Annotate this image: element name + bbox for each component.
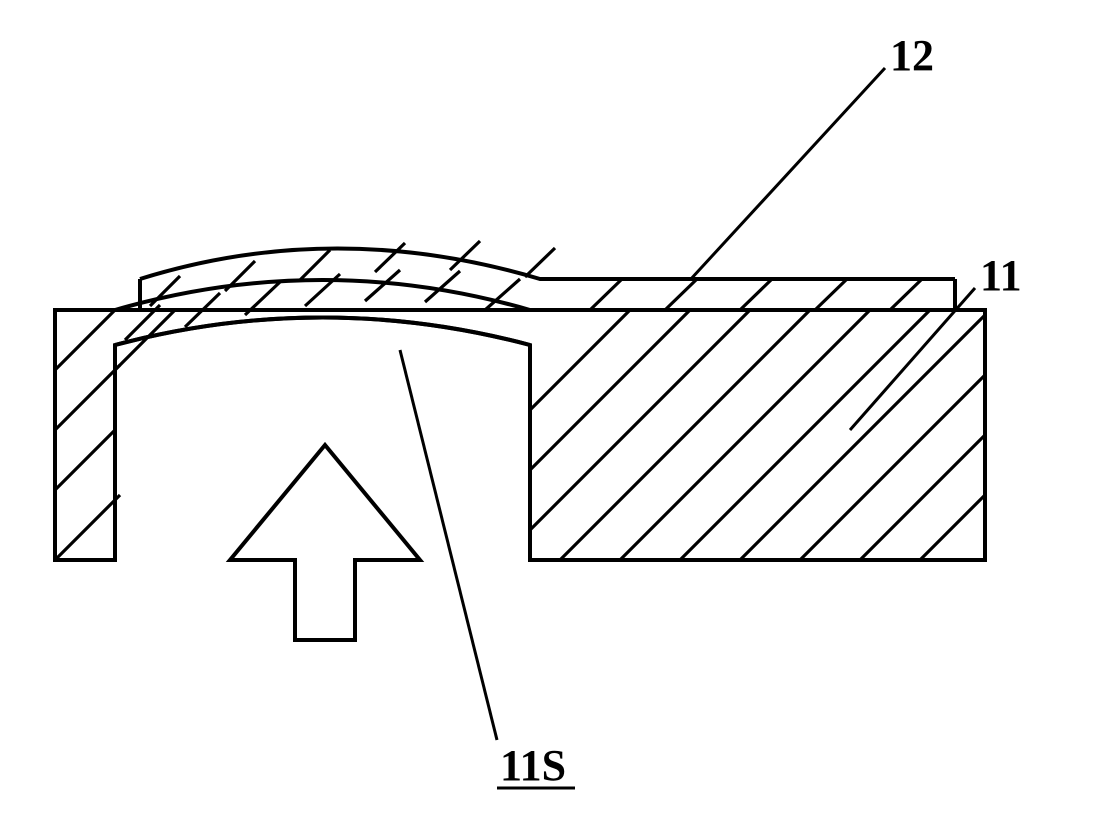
label-bottom: 11S xyxy=(500,741,566,790)
label-right: 11 xyxy=(980,251,1022,300)
label-top: 12 xyxy=(890,31,934,80)
